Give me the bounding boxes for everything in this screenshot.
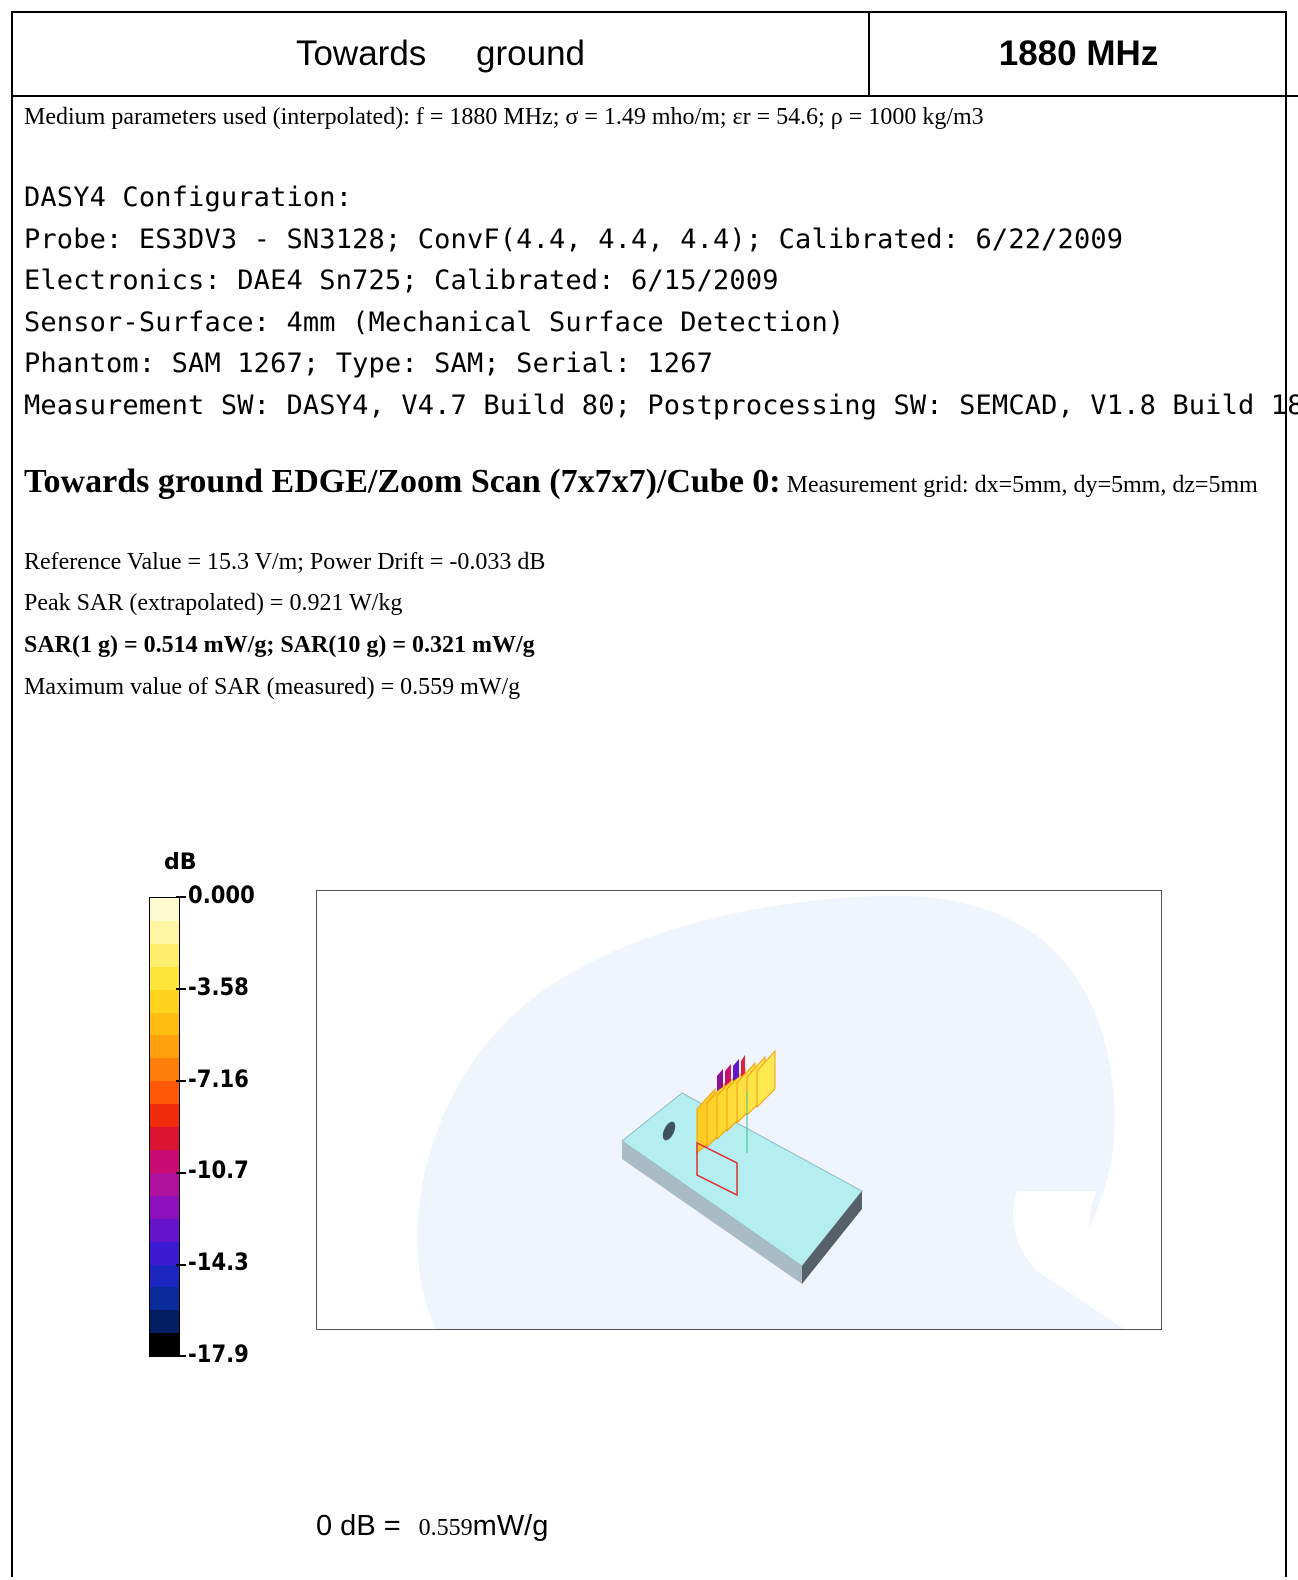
colorbar-label: -3.58 xyxy=(188,973,249,1001)
scan-heading: Towards ground EDGE/Zoom Scan (7x7x7)/Cu… xyxy=(24,462,1284,505)
colorbar-segment xyxy=(150,989,179,1013)
colorbar xyxy=(149,897,180,1357)
device-hole xyxy=(662,1121,676,1141)
colorbar-segment xyxy=(150,1172,179,1196)
colorbar-segment xyxy=(150,1241,179,1265)
medium-parameters: Medium parameters used (interpolated): f… xyxy=(24,104,984,130)
colorbar-segment xyxy=(150,1149,179,1173)
device-side-face xyxy=(622,1141,802,1284)
colorbar-segment xyxy=(150,1012,179,1036)
colorbar-tick xyxy=(176,1080,186,1082)
colorbar-label: 0.000 xyxy=(188,881,255,909)
scan-cube xyxy=(696,1049,776,1197)
dasy-configuration: DASY4 Configuration: Probe: ES3DV3 - SN31… xyxy=(24,177,1298,426)
sar-result: SAR(1 g) = 0.514 mW/g; SAR(10 g) = 0.321… xyxy=(24,632,535,658)
header-divider xyxy=(11,95,1298,97)
colorbar-segment xyxy=(150,1264,179,1288)
sar-3d-plot xyxy=(316,890,1162,1330)
peak-sar: Peak SAR (extrapolated) = 0.921 W/kg xyxy=(24,590,403,616)
colorbar-tick xyxy=(176,1172,186,1174)
colorbar-segment xyxy=(150,966,179,990)
colorbar-segment xyxy=(150,1035,179,1059)
colorbar-segment xyxy=(150,920,179,944)
table-frame xyxy=(11,11,1287,1577)
header-title: Towards ground xyxy=(295,34,586,73)
colorbar-tick xyxy=(176,896,186,898)
sar-3d-render xyxy=(417,895,1145,1329)
colorbar-segment xyxy=(150,943,179,967)
phantom-notch xyxy=(1013,1191,1145,1329)
reference-value: Reference Value = 15.3 V/m; Power Drift … xyxy=(24,549,546,575)
config-title: DASY4 Configuration: xyxy=(24,182,353,213)
colorbar-segment xyxy=(150,1333,179,1357)
colorbar-label: -7.16 xyxy=(188,1065,249,1093)
colorbar-tick xyxy=(176,1264,186,1266)
colorbar-unit: dB xyxy=(164,850,197,875)
max-sar: Maximum value of SAR (measured) = 0.559 … xyxy=(24,674,521,700)
device-end-face xyxy=(802,1191,862,1284)
colorbar-label: -17.9 xyxy=(188,1340,249,1368)
zero-db-unit: mW/g xyxy=(472,1510,549,1542)
colorbar-segment xyxy=(150,1058,179,1082)
config-software: Measurement SW: DASY4, V4.7 Build 80; Po… xyxy=(24,389,1298,421)
colorbar-segment xyxy=(150,1195,179,1219)
colorbar-segment xyxy=(150,1218,179,1242)
colorbar-segment xyxy=(150,1287,179,1311)
config-electronics: Electronics: DAE4 Sn725; Calibrated: 6/1… xyxy=(24,265,779,296)
scan-grid: Measurement grid: dx=5mm, dy=5mm, dz=5mm xyxy=(786,472,1258,498)
scan-title: Towards ground EDGE/Zoom Scan (7x7x7)/Cu… xyxy=(24,463,781,500)
header-column-divider xyxy=(868,11,870,96)
config-probe: Probe: ES3DV3 - SN3128; ConvF(4.4, 4.4, … xyxy=(24,223,1124,255)
zero-db-value: 0.559 xyxy=(418,1515,473,1541)
colorbar-segment xyxy=(150,1081,179,1105)
colorbar-segment xyxy=(150,1127,179,1150)
header-frequency: 1880 MHz xyxy=(998,34,1159,73)
colorbar-segment xyxy=(150,1104,179,1128)
phantom-shape xyxy=(417,895,1127,1329)
colorbar-tick xyxy=(176,1355,186,1357)
zero-db-label: 0 dB = xyxy=(316,1510,401,1542)
colorbar-tick xyxy=(176,988,186,990)
colorbar-segment xyxy=(150,898,179,921)
colorbar-label: -14.3 xyxy=(188,1248,249,1276)
config-sensor: Sensor-Surface: 4mm (Mechanical Surface … xyxy=(24,306,845,338)
colorbar-label: -10.7 xyxy=(188,1156,249,1184)
config-phantom: Phantom: SAM 1267; Type: SAM; Serial: 12… xyxy=(24,348,714,379)
zero-db-reference: 0 dB = 0.559mW/g xyxy=(316,1510,548,1543)
colorbar-segment xyxy=(150,1310,179,1334)
